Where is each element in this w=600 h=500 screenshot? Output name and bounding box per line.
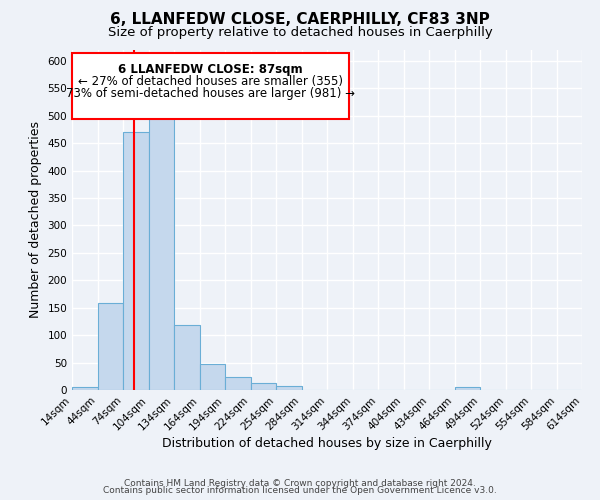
Text: 6, LLANFEDW CLOSE, CAERPHILLY, CF83 3NP: 6, LLANFEDW CLOSE, CAERPHILLY, CF83 3NP [110, 12, 490, 28]
Bar [455, 388, 480, 390]
Bar [72, 388, 97, 390]
Text: Size of property relative to detached houses in Caerphilly: Size of property relative to detached ho… [107, 26, 493, 39]
Text: Contains HM Land Registry data © Crown copyright and database right 2024.: Contains HM Land Registry data © Crown c… [124, 478, 476, 488]
Bar [72, 52, 349, 118]
Text: Contains public sector information licensed under the Open Government Licence v3: Contains public sector information licen… [103, 486, 497, 495]
Bar [149, 118, 174, 390]
Bar [174, 326, 199, 390]
Bar [251, 383, 276, 390]
Bar [123, 132, 149, 390]
Text: 73% of semi-detached houses are larger (981) →: 73% of semi-detached houses are larger (… [66, 86, 355, 100]
Bar [199, 364, 225, 390]
Text: 6 LLANFEDW CLOSE: 87sqm: 6 LLANFEDW CLOSE: 87sqm [118, 62, 303, 76]
Bar [225, 378, 251, 390]
Text: ← 27% of detached houses are smaller (355): ← 27% of detached houses are smaller (35… [78, 74, 343, 88]
Bar [276, 386, 302, 390]
X-axis label: Distribution of detached houses by size in Caerphilly: Distribution of detached houses by size … [162, 438, 492, 450]
Bar [97, 304, 123, 390]
Y-axis label: Number of detached properties: Number of detached properties [29, 122, 42, 318]
